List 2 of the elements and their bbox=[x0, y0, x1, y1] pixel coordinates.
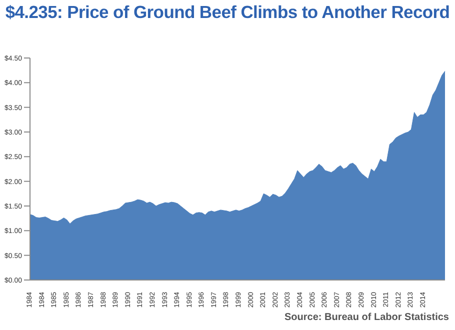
source-note: Source: Bureau of Labor Statistics bbox=[284, 312, 449, 323]
chart-title: $4.235: Price of Ground Beef Climbs to Another Record bbox=[4, 2, 451, 23]
